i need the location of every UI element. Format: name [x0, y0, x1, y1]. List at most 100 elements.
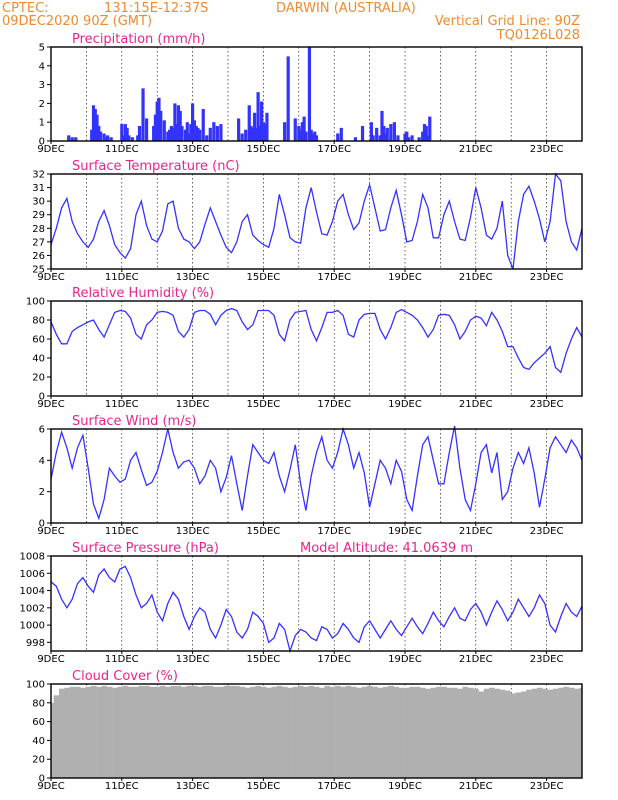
cloud-column	[69, 686, 76, 778]
cloud-column	[351, 686, 357, 778]
precipitation-bar	[189, 124, 193, 141]
wind-x-tick-label: 11DEC	[105, 526, 139, 537]
cloud-y-tick-label: 20	[32, 755, 45, 766]
wind-title: Surface Wind (m/s)	[72, 414, 196, 429]
precipitation-bar	[260, 101, 264, 141]
temperature-y-tick-label: 26	[32, 251, 45, 262]
cloud-column	[356, 687, 362, 778]
precipitation-bar	[382, 125, 386, 141]
wind-x-tick-label: 23DEC	[530, 526, 564, 537]
humidity-title: Relative Humidity (%)	[72, 286, 214, 301]
precipitation-bar	[385, 127, 389, 141]
precipitation-bar	[123, 124, 127, 141]
humidity-x-tick-label: 17DEC	[317, 399, 351, 410]
cloud-column	[138, 685, 145, 778]
precipitation-bar	[97, 125, 101, 141]
precipitation-bar	[302, 116, 306, 141]
cloud-column	[430, 687, 437, 778]
precipitation-bar	[256, 92, 260, 141]
precipitation-bar	[176, 105, 181, 141]
precipitation-bar	[162, 120, 166, 141]
cloud-column	[53, 695, 60, 778]
precipitation-bar	[95, 114, 99, 141]
precipitation-bar	[98, 131, 103, 141]
precipitation-bar	[192, 120, 196, 141]
panel-cloud: 0 20 40 60 80 100 9DEC 11DEC 13DEC 15DEC 17DEC 19DE…	[26, 669, 583, 792]
precipitation-bar	[261, 122, 265, 141]
cloud-column	[228, 685, 235, 778]
precipitation-bar	[166, 131, 170, 141]
cloud-column	[154, 686, 161, 778]
precipitation-bar	[152, 125, 156, 141]
precipitation-bar	[198, 129, 202, 141]
cloud-column	[85, 686, 92, 778]
temperature-y-tick-label: 27	[32, 237, 45, 248]
cloud-column	[292, 686, 299, 778]
pressure-x-tick-label: 9DEC	[37, 654, 64, 665]
precipitation-bar	[212, 122, 216, 141]
temperature-x-tick-label: 23DEC	[530, 272, 564, 283]
cloud-title: Cloud Cover (%)	[72, 669, 178, 684]
wind-y-tick-label: 0	[39, 519, 45, 530]
precipitation-bar	[403, 133, 407, 141]
precipitation-bar	[313, 131, 317, 141]
precipitation-bar	[191, 103, 195, 141]
humidity-x-tick-label: 19DEC	[388, 399, 422, 410]
precipitation-bar	[251, 127, 255, 141]
precipitation-bar	[380, 110, 384, 141]
cloud-column	[382, 686, 389, 778]
precipitation-bar	[360, 125, 365, 141]
cloud-column	[244, 687, 251, 778]
cloud-column	[558, 687, 564, 778]
precipitation-bar	[144, 118, 149, 141]
cloud-column	[499, 689, 506, 778]
cloud-x-tick-label: 23DEC	[530, 781, 564, 792]
precipitation-y-tick-label: 3	[39, 80, 45, 91]
pressure-title: Surface Pressure (hPa)	[72, 541, 219, 556]
cloud-column	[271, 686, 277, 778]
precipitation-y-tick-label: 4	[39, 61, 45, 72]
humidity-y-tick-label: 0	[39, 392, 45, 403]
cloud-column	[287, 687, 293, 778]
cloud-column	[250, 686, 256, 778]
panel-wind: 0 2 4 6 9DEC 11DEC 13DEC 15DEC 17DEC 19DEC 21DEC 23…	[37, 414, 583, 537]
header-model: TQ0126L028	[496, 28, 580, 43]
cloud-x-tick-label: 11DEC	[105, 781, 139, 792]
temperature-x-tick-label: 21DEC	[459, 272, 493, 283]
cloud-column	[212, 686, 219, 778]
cloud-column	[531, 688, 538, 778]
cloud-column	[197, 686, 203, 778]
cloud-column	[335, 685, 341, 778]
cloud-column	[281, 686, 288, 778]
precipitation-bar	[183, 129, 188, 141]
humidity-y-tick-label: 60	[32, 335, 45, 346]
pressure-y-tick-label: 1000	[20, 621, 45, 632]
precipitation-bar	[187, 133, 191, 141]
cloud-column	[478, 691, 485, 778]
wind-y-tick-label: 6	[39, 425, 45, 436]
precipitation-bar	[410, 135, 414, 141]
cloud-column	[345, 685, 352, 778]
wind-x-tick-label: 15DEC	[247, 526, 281, 537]
cloud-column	[191, 685, 198, 778]
humidity-y-tick-label: 20	[32, 373, 45, 384]
wind-x-tick-label: 21DEC	[459, 526, 493, 537]
cloud-column	[186, 685, 193, 778]
temperature-x-tick-label: 11DEC	[105, 272, 139, 283]
cloud-column	[441, 686, 447, 778]
cloud-column	[234, 685, 240, 778]
precipitation-bar	[293, 118, 297, 141]
precipitation-bar	[173, 103, 177, 141]
precipitation-y-tick-label: 5	[39, 43, 45, 54]
precipitation-bar	[205, 135, 209, 141]
precipitation-x-tick-label: 13DEC	[176, 144, 210, 155]
cloud-column	[462, 686, 469, 778]
humidity-x-tick-label: 9DEC	[37, 399, 64, 410]
cloud-column	[239, 686, 246, 778]
humidity-x-tick-label: 23DEC	[530, 399, 564, 410]
header-location: DARWIN (AUSTRALIA)	[276, 1, 416, 16]
cloud-column	[483, 688, 490, 778]
cloud-column	[175, 685, 182, 778]
cloud-column	[520, 691, 527, 778]
